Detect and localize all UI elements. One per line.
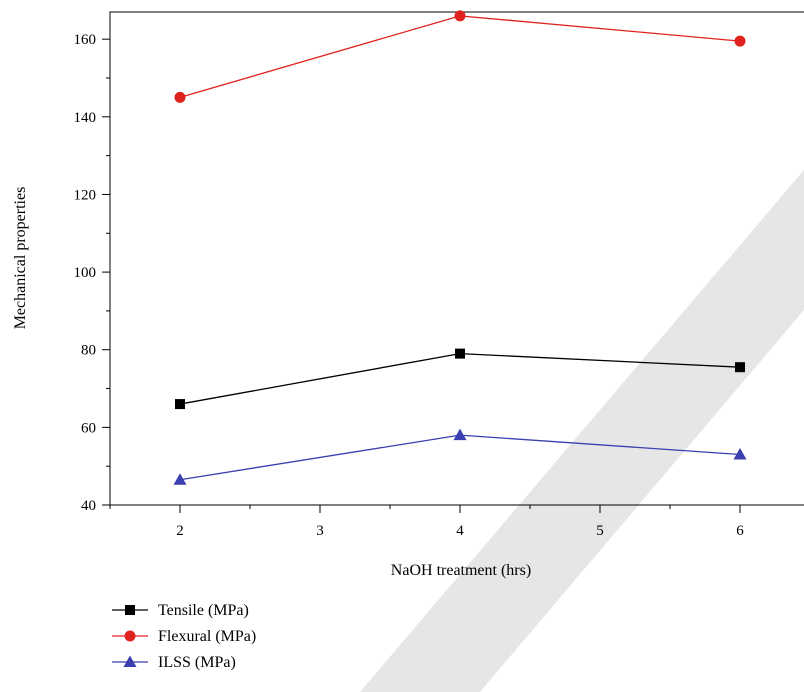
y-tick-label: 40 [81,498,96,514]
y-tick-label: 60 [81,420,96,436]
legend-marker [125,605,135,615]
legend-item: ILSS (MPa) [112,654,236,671]
y-tick-label: 120 [74,187,97,203]
legend-label: Flexural (MPa) [158,628,256,645]
data-point [455,348,465,359]
watermark-band [360,170,804,692]
x-tick-label: 2 [176,523,184,539]
x-axis-title: NaOH treatment (hrs) [391,562,531,579]
legend-marker [124,630,136,642]
data-point [174,91,186,103]
x-tick-label: 4 [456,523,464,539]
series-circle [174,10,746,103]
series-triangle [173,428,747,485]
series-layer [173,10,747,485]
y-tick-label: 80 [81,343,96,359]
legend-label: Tensile (MPa) [158,602,249,619]
axes: 40 60 80 100 120 140 160 2 3 4 5 6 [74,11,804,539]
legend-label: ILSS (MPa) [158,654,236,671]
data-point [734,35,746,47]
data-point [175,399,185,410]
series-square [175,348,745,410]
data-point [453,428,467,441]
x-tick-label: 3 [316,523,324,539]
legend: Tensile (MPa) Flexural (MPa) ILSS (MPa) [112,602,256,671]
data-point [454,10,466,22]
y-axis-title: Mechanical properties [12,187,29,330]
x-tick-label: 5 [596,523,604,539]
data-point [735,362,745,373]
legend-item: Tensile (MPa) [112,602,249,619]
y-tick-label: 140 [74,110,97,126]
retracted-watermark [360,170,804,692]
y-tick-label: 160 [74,32,97,48]
series-line [179,15,741,99]
legend-marker [123,655,137,667]
y-tick-label: 100 [74,265,97,281]
data-point [733,448,747,460]
data-point [173,473,187,485]
legend-item: Flexural (MPa) [112,628,256,645]
x-tick-label: 6 [736,523,744,539]
